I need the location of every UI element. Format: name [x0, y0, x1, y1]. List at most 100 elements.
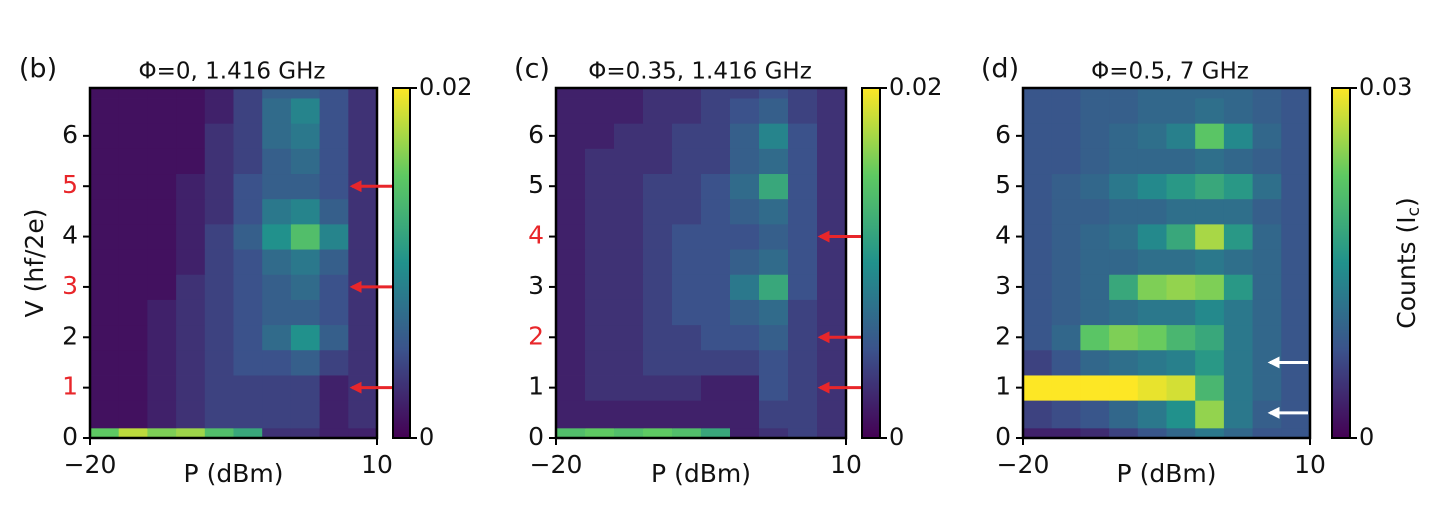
heatmap-cell	[730, 249, 760, 275]
heatmap-cell	[817, 349, 847, 376]
heatmap-cell	[759, 400, 789, 429]
heatmap-cell	[1051, 274, 1081, 300]
heatmap-cell	[585, 324, 615, 351]
heatmap-cell	[585, 123, 615, 149]
heatmap-cell	[672, 400, 702, 429]
heatmap-cell	[614, 98, 644, 124]
heatmap-cell	[1051, 148, 1081, 175]
heatmap-cell	[319, 375, 349, 401]
heatmap-cell	[1223, 88, 1253, 99]
heatmap-cell	[1195, 324, 1225, 351]
heatmap-cell	[90, 274, 120, 300]
panel-label: (d)	[981, 54, 1019, 85]
heatmap-cell	[147, 223, 177, 250]
heatmap-cell	[1252, 223, 1282, 250]
heatmap-cell	[1166, 324, 1196, 351]
heatmap-cell	[643, 349, 673, 376]
heatmap-cell	[643, 98, 673, 124]
heatmap-cell	[614, 123, 644, 149]
colorbar-tick-label: 0.02	[889, 73, 942, 101]
heatmap-cell	[290, 349, 320, 376]
heatmap-cell	[1252, 198, 1282, 225]
heatmap-cell	[788, 400, 818, 429]
heatmap-cell	[1195, 427, 1225, 439]
heatmap-cell	[147, 375, 177, 401]
heatmap-cell	[176, 349, 206, 376]
heatmap-cell	[614, 324, 644, 351]
heatmap-cell	[1109, 173, 1139, 200]
heatmap-cell	[730, 427, 760, 439]
heatmap-cell	[614, 88, 644, 99]
heatmap-cell	[730, 98, 760, 124]
heatmap-cell	[1137, 198, 1167, 225]
heatmap-cell	[233, 427, 263, 439]
heatmap-cell	[348, 198, 378, 225]
heatmap-cell	[1281, 249, 1311, 275]
heatmap-cell	[204, 324, 234, 351]
heatmap-cell	[817, 123, 847, 149]
heatmap-cell	[1080, 249, 1110, 275]
heatmap-cell	[1195, 223, 1225, 250]
heatmap-cell	[147, 299, 177, 326]
heatmap-cell	[1166, 173, 1196, 200]
heatmap-cell	[118, 349, 148, 376]
heatmap-cell	[1080, 223, 1110, 250]
heatmap-cell	[204, 274, 234, 300]
heatmap-cell	[204, 427, 234, 439]
heatmap-cell	[643, 299, 673, 326]
heatmap-cell	[759, 123, 789, 149]
heatmap-cell	[1137, 299, 1167, 326]
heatmap-cell	[759, 274, 789, 300]
heatmap-cell	[1051, 88, 1081, 99]
heatmap-cell	[176, 123, 206, 149]
heatmap-cell	[701, 324, 731, 351]
heatmap-cell	[348, 249, 378, 275]
heatmap-cell	[701, 375, 731, 401]
y-tick-label: 2	[995, 321, 1011, 350]
heatmap-cell	[262, 299, 292, 326]
heatmap-cell	[1252, 98, 1282, 124]
heatmap-cell	[1109, 274, 1139, 300]
y-tick-label: 4	[995, 221, 1011, 250]
y-tick-label: 4	[528, 221, 544, 250]
heatmap-cell	[1281, 324, 1311, 351]
y-tick-label: 1	[62, 372, 78, 401]
heatmap-cell	[1137, 249, 1167, 275]
y-axis-label: V (hf/2e)	[20, 209, 49, 318]
heatmap-cell	[118, 249, 148, 275]
colorbar-label: Counts (Ic)	[1392, 197, 1424, 328]
heatmap-cell	[1023, 249, 1053, 275]
heatmap-cell	[585, 98, 615, 124]
heatmap-cell	[759, 173, 789, 200]
heatmap-cell	[614, 427, 644, 439]
heatmap-cell	[1109, 98, 1139, 124]
heatmap-cell	[1223, 400, 1253, 429]
colorbar	[861, 87, 881, 439]
heatmap-cell	[233, 274, 263, 300]
colorbar	[392, 87, 411, 439]
heatmap-cell	[1195, 349, 1225, 376]
heatmap-cell	[348, 324, 378, 351]
heatmap-cell	[176, 324, 206, 351]
heatmap-cell	[1166, 274, 1196, 300]
heatmap-cell	[672, 198, 702, 225]
y-tick-label: 2	[62, 321, 78, 350]
heatmap-cell	[176, 249, 206, 275]
heatmap-cell	[672, 274, 702, 300]
heatmap-cell	[788, 173, 818, 200]
heatmap-cell	[672, 223, 702, 250]
heatmap-cell	[1023, 223, 1053, 250]
heatmap-cell	[1281, 299, 1311, 326]
heatmap-cell	[643, 88, 673, 99]
heatmap-cell	[1080, 123, 1110, 149]
heatmap-cell	[1023, 400, 1053, 429]
heatmap-cell	[1252, 88, 1282, 99]
heatmap-cell	[1080, 349, 1110, 376]
heatmap-cell	[348, 349, 378, 376]
heatmap-cell	[1109, 223, 1139, 250]
heatmap-cell	[614, 173, 644, 200]
heatmap-cell	[118, 400, 148, 429]
heatmap-cell	[319, 274, 349, 300]
heatmap-cell	[1166, 88, 1196, 99]
